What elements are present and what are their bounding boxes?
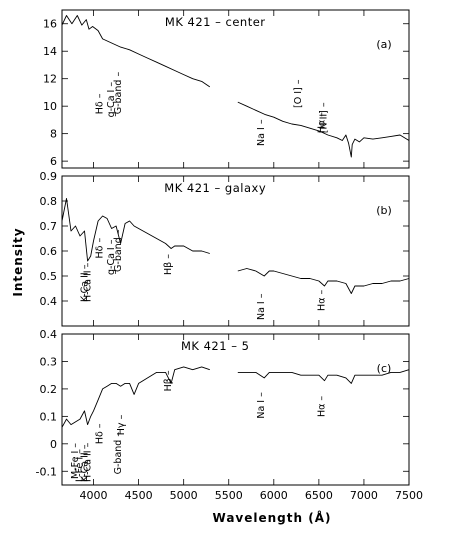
spectrum-segment-1 <box>61 366 210 428</box>
line-label: G-band – <box>113 72 124 115</box>
panel-label: (a) <box>376 38 391 51</box>
x-tick-label: 6500 <box>305 489 333 502</box>
y-tick-label: 10 <box>43 100 57 113</box>
panel-title: MK 421 – galaxy <box>164 181 266 195</box>
panel-frame <box>61 9 410 169</box>
line-label: K-Ca II – <box>80 444 91 482</box>
x-tick-label: 5000 <box>170 489 198 502</box>
line-label: [N II] – <box>318 102 329 133</box>
line-label: [O I] – <box>293 79 304 108</box>
x-tick-label: 7500 <box>395 489 423 502</box>
y-tick-label: 0.7 <box>40 220 58 233</box>
line-label: Na I – <box>256 392 267 419</box>
panel-a: 6 8 10 12 14 16 MK 421 – center (a) Hδ – g-Ca I –… <box>43 9 410 169</box>
line-label: G-band – <box>113 229 124 272</box>
line-label: Hα – <box>316 396 327 417</box>
line-label: Hδ – <box>95 423 106 444</box>
panel-label: (c) <box>377 362 392 375</box>
y-tick-label: -0.1 <box>36 465 57 478</box>
y-tick-label: 16 <box>43 18 57 31</box>
y-tick-label: 0 <box>50 438 57 451</box>
line-label: Hγ – <box>116 414 127 435</box>
line-label: Hδ – <box>95 93 106 114</box>
x-tick-label: 7000 <box>350 489 378 502</box>
x-tick-label: 4000 <box>80 489 108 502</box>
y-tick-label: 8 <box>50 128 57 141</box>
panel-title: MK 421 – center <box>165 15 266 29</box>
spectrum-segment-1 <box>61 198 210 262</box>
line-label: Hβ – <box>163 254 174 275</box>
x-tick-label: 5500 <box>215 489 243 502</box>
spectrum-segment-2 <box>237 369 410 384</box>
y-tick-label: 0.4 <box>40 328 58 341</box>
panel-frame <box>61 333 410 486</box>
line-label: Na I – <box>256 119 267 146</box>
y-tick-label: 6 <box>50 155 57 168</box>
spectrum-segment-2 <box>237 101 410 158</box>
y-tick-label: 0.5 <box>40 270 58 283</box>
y-tick-label: 14 <box>43 45 57 58</box>
y-tick-label: 0.8 <box>40 195 58 208</box>
y-axis-title: Intensity <box>11 227 25 296</box>
line-label: g-Ca I – <box>106 82 117 118</box>
line-label: g-Ca I – <box>106 239 117 275</box>
panel-c: -0.1 0 0.1 0.2 0.3 0.4 4000 4500 5000 5500 6000 650… <box>36 328 423 502</box>
spectrum-segment-2 <box>237 268 410 294</box>
line-label: Hα – <box>317 290 328 311</box>
y-tick-label: 0.9 <box>40 170 58 183</box>
y-tick-label: 0.2 <box>40 383 58 396</box>
y-tick-label: 0.1 <box>40 410 58 423</box>
line-label: G-band – <box>113 432 124 475</box>
line-label: Hβ – <box>163 370 174 391</box>
line-label: Hδ – <box>95 237 106 258</box>
x-tick-label: 6000 <box>260 489 288 502</box>
x-tick-label: 4500 <box>125 489 153 502</box>
panel-b: 0.4 0.5 0.6 0.7 0.8 0.9 MK 421 – galaxy (b) K-Ca… <box>40 170 410 327</box>
panel-title: MK 421 – 5 <box>181 339 249 353</box>
y-tick-label: 12 <box>43 73 57 86</box>
x-axis-title: Wavelength (Å) <box>213 510 332 525</box>
line-label: H-Ca II – <box>83 262 94 302</box>
y-tick-label: 0.3 <box>40 355 58 368</box>
line-label: H-Ca II – <box>83 442 94 482</box>
line-label: Hα – <box>317 112 328 133</box>
line-label: L-Fe I – <box>75 449 86 482</box>
line-label: M-Fe I – <box>70 443 81 479</box>
spectrum-segment-1 <box>61 15 211 88</box>
line-label: Na I – <box>256 293 267 320</box>
y-tick-label: 0.6 <box>40 245 58 258</box>
line-label: K-Ca II – <box>80 264 91 302</box>
y-tick-label: 0.4 <box>40 295 58 308</box>
panel-label: (b) <box>376 204 392 217</box>
